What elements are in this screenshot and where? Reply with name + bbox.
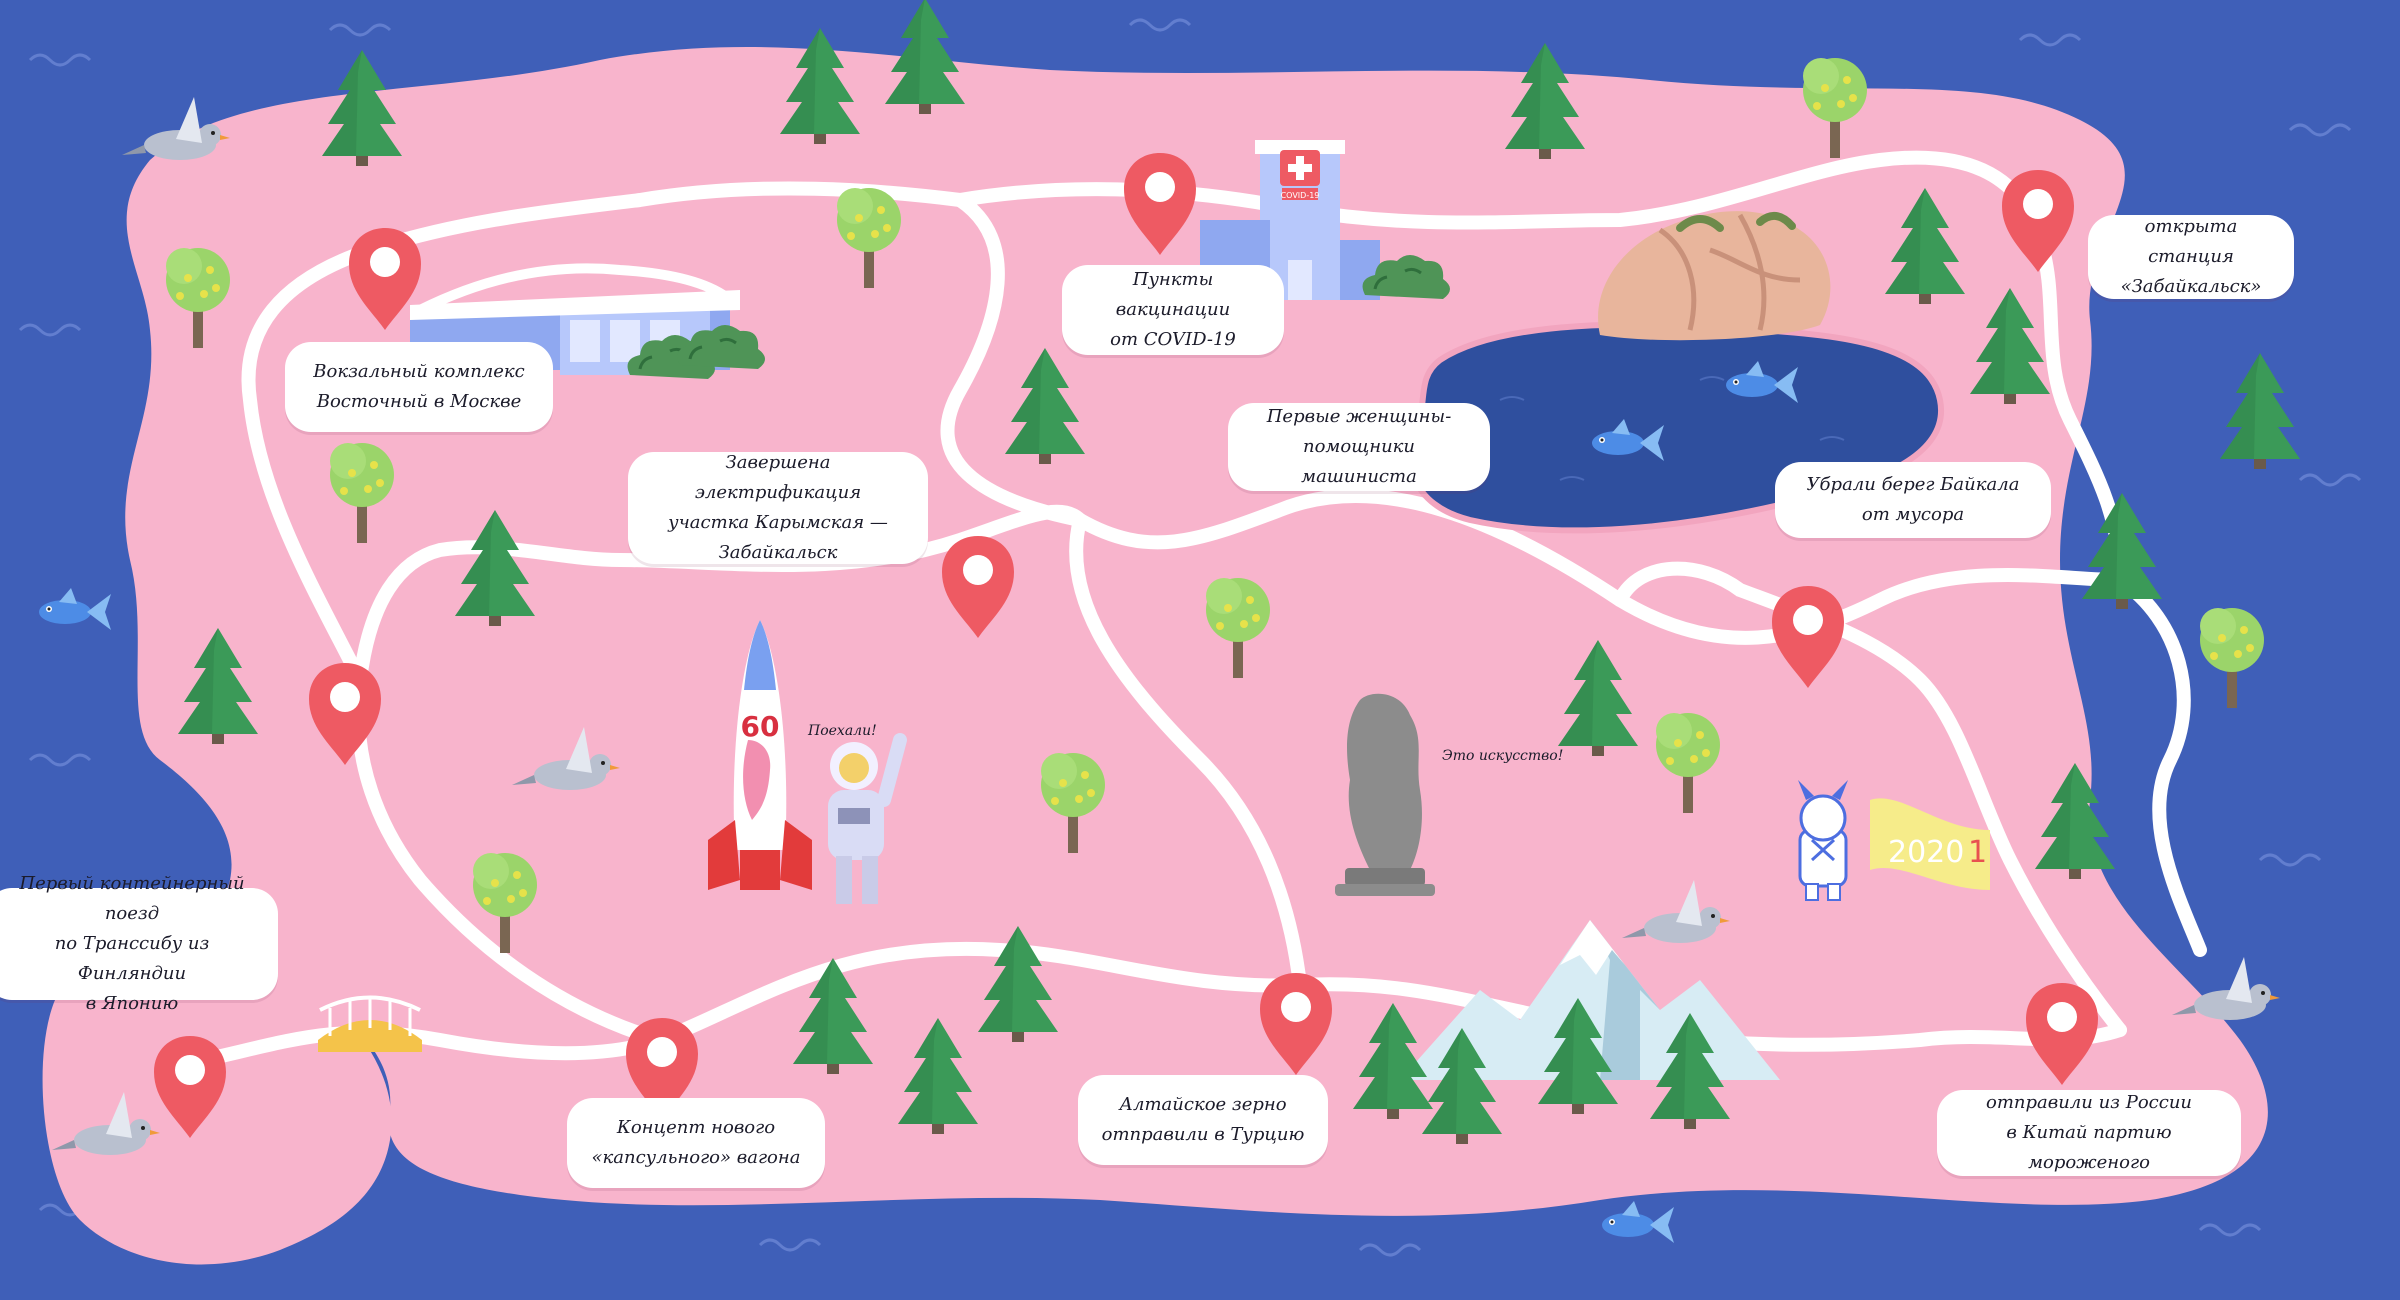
label-electrification: Завершена электрификация участка Карымск…: [628, 452, 928, 564]
land-southwest: [42, 947, 392, 1265]
rocket-icon: 60: [708, 620, 812, 890]
banner-flag: 2020 1: [1870, 798, 1990, 890]
label-vaccination: Пункты вакцинации от COVID-19: [1062, 265, 1284, 355]
mascot-icon: [1798, 780, 1848, 901]
label-container-train: Первый контейнерный поезд по Транссибу и…: [0, 873, 278, 1014]
rocket-number: 60: [741, 710, 780, 743]
water-waves: [18, 18, 2362, 1257]
label-women-drivers: Первые женщины- помощники машиниста: [1228, 403, 1490, 491]
label-altai-grain: Алтайское зерно отправили в Турцию: [1078, 1075, 1328, 1165]
label-station-moscow: Вокзальный комплекс Восточный в Москве: [285, 342, 553, 432]
label-capsule-wagon: Концепт нового «капсульного» вагона: [567, 1098, 825, 1188]
banner-year: 2020: [1888, 835, 1964, 870]
label-baikal: Убрали берег Байкала от мусора: [1775, 462, 2051, 538]
rock-icon: [1598, 211, 1831, 341]
astronaut-icon: [828, 733, 907, 904]
hospital-icon: COVID-19: [1200, 140, 1380, 300]
lake-ripples: [1499, 376, 1845, 481]
hospital-badge: COVID-19: [1281, 191, 1320, 200]
label-zabaikalsk: открыта станция «Забайкальск»: [2088, 215, 2294, 299]
banner-year-next: 1: [1968, 835, 1987, 870]
astronaut-speech: Поехали!: [807, 723, 877, 739]
statue-speech: Это искусство!: [1442, 748, 1563, 764]
label-ice-cream: отправили из России в Китай партию морож…: [1937, 1090, 2241, 1176]
bridge-icon: [318, 995, 422, 1052]
statue-icon: [1335, 693, 1435, 896]
